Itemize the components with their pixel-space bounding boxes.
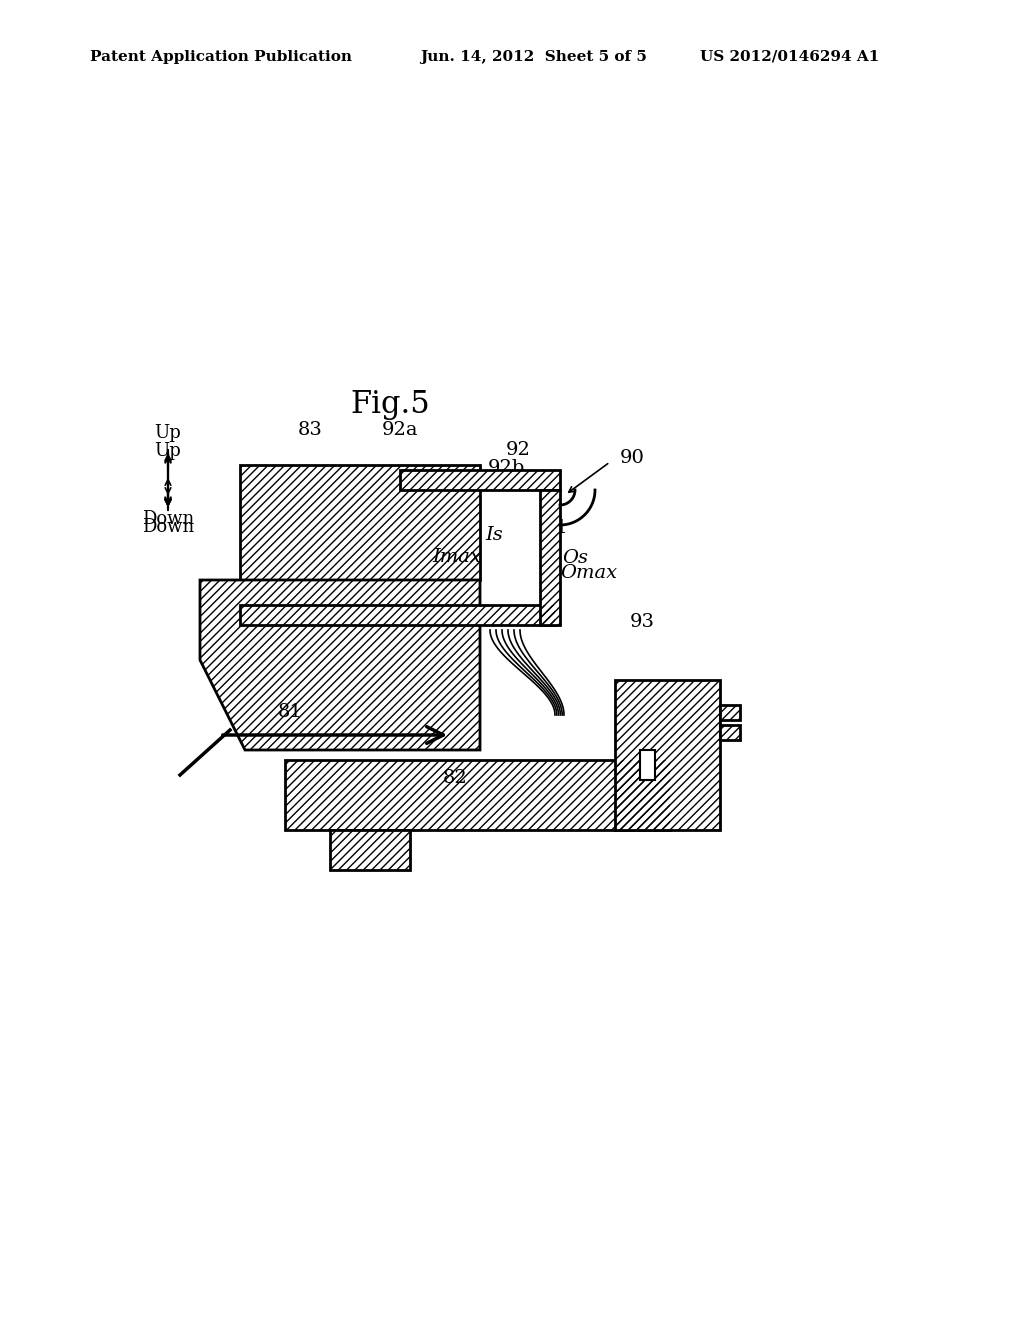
Bar [720,705,740,719]
Text: 81: 81 [278,704,302,721]
Bar [400,470,560,490]
Text: US 2012/0146294 A1: US 2012/0146294 A1 [700,50,880,63]
Bar [240,465,480,579]
Text: Omax: Omax [560,564,617,582]
Text: Patent Application Publication: Patent Application Publication [90,50,352,63]
Bar [285,760,670,830]
Text: Up: Up [155,442,181,459]
Bar [240,605,555,624]
Text: 92a: 92a [382,421,418,440]
Text: 92b: 92b [488,459,525,477]
Bar [330,830,410,870]
Text: Is: Is [485,525,503,544]
Bar [330,830,410,870]
Text: Down: Down [142,517,195,536]
Bar [720,725,740,741]
Text: 93: 93 [630,612,655,631]
Text: 91: 91 [544,519,569,537]
Text: 82: 82 [442,770,467,787]
Text: Up: Up [155,424,181,442]
Text: Jun. 14, 2012  Sheet 5 of 5: Jun. 14, 2012 Sheet 5 of 5 [420,50,647,63]
Bar [400,470,560,490]
Text: 92: 92 [506,441,530,459]
Bar [720,725,740,741]
Bar [720,705,740,719]
Text: 90: 90 [620,449,645,467]
Text: Fig.5: Fig.5 [350,389,430,420]
Bar [540,490,560,624]
Text: Os: Os [562,549,588,568]
Polygon shape [200,579,480,750]
Text: 83: 83 [298,421,323,440]
Bar [615,680,720,830]
Text: Imax: Imax [432,548,481,566]
Bar [285,760,670,830]
Bar [640,750,655,780]
Bar [240,605,555,624]
Bar [240,465,480,579]
Bar [540,490,560,624]
Bar [615,680,720,830]
Text: Down: Down [142,510,195,528]
